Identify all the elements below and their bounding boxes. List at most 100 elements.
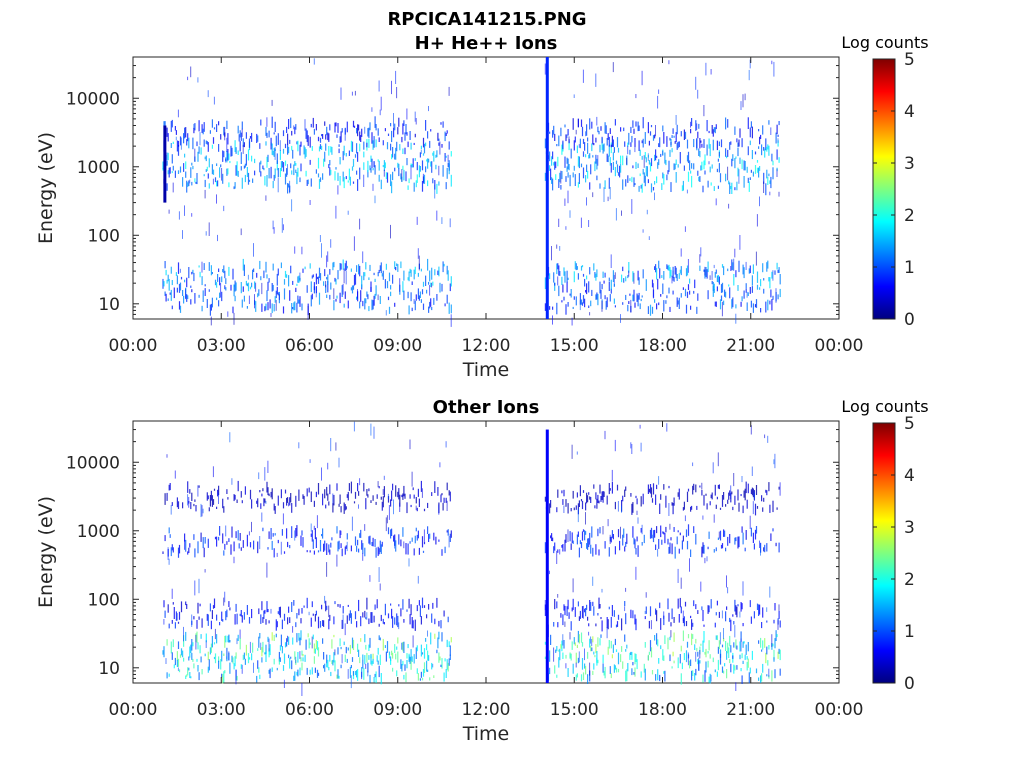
heatmap-cell — [398, 604, 400, 607]
heatmap-cell — [358, 548, 360, 553]
heatmap-cell — [316, 515, 318, 529]
heatmap-cell — [600, 126, 602, 131]
heatmap-cell — [450, 174, 452, 187]
heatmap-cell — [360, 290, 362, 302]
heatmap-cell — [300, 630, 302, 641]
heatmap-cell — [361, 275, 363, 288]
heatmap-cell — [562, 614, 564, 626]
heatmap-cell — [229, 432, 231, 443]
heatmap-cell — [282, 665, 285, 671]
heatmap-cell — [234, 656, 236, 667]
heatmap-cell — [725, 547, 727, 552]
heatmap-cell — [271, 303, 273, 314]
heatmap-cell — [190, 676, 192, 679]
heatmap-cell — [226, 120, 228, 129]
heatmap-cell — [667, 598, 669, 610]
heatmap-cell — [266, 562, 268, 578]
heatmap-cell — [559, 271, 561, 276]
heatmap-cell — [402, 493, 404, 500]
heatmap-cell — [431, 282, 433, 288]
heatmap-cell — [366, 291, 368, 297]
heatmap-cell — [182, 650, 184, 658]
heatmap-cell — [207, 666, 209, 673]
heatmap-cell — [283, 551, 286, 554]
heatmap-cell — [617, 614, 620, 620]
heatmap-cell — [590, 497, 592, 503]
heatmap-cell — [277, 292, 279, 296]
heatmap-cell — [323, 158, 325, 167]
heatmap-cell — [360, 135, 362, 142]
heatmap-cell — [266, 274, 268, 279]
heatmap-cell — [621, 646, 623, 652]
heatmap-cell — [269, 644, 271, 656]
heatmap-cell — [726, 606, 728, 610]
heatmap-cell — [585, 131, 586, 137]
heatmap-cell — [589, 662, 591, 676]
heatmap-cell — [703, 624, 705, 627]
heatmap-cell — [324, 269, 326, 277]
heatmap-cell — [630, 609, 632, 619]
heatmap-cell — [566, 157, 568, 164]
heatmap-cell — [402, 527, 404, 537]
heatmap-cell — [655, 674, 657, 681]
heatmap-cell — [741, 159, 743, 170]
heatmap-cell — [609, 534, 611, 544]
heatmap-cell — [422, 281, 425, 287]
heatmap-cell — [163, 619, 165, 625]
heatmap-cell — [582, 138, 585, 144]
heatmap-cell — [280, 262, 282, 269]
heatmap-cell — [354, 536, 357, 546]
heatmap-cell — [346, 615, 348, 624]
heatmap-cell — [575, 662, 577, 668]
heatmap-cell — [225, 278, 227, 285]
heatmap-cell — [667, 538, 669, 545]
heatmap-cell — [556, 507, 558, 513]
heatmap-cell — [291, 303, 293, 314]
heatmap-cell — [747, 483, 749, 494]
heatmap-cell — [697, 131, 699, 139]
heatmap-cell — [632, 526, 634, 538]
heatmap-cell — [322, 493, 324, 506]
heatmap-cell — [249, 489, 252, 500]
heatmap-cell — [544, 641, 546, 645]
heatmap-cell — [662, 150, 664, 156]
heatmap-cell — [599, 484, 601, 494]
heatmap-cell — [319, 540, 322, 552]
heatmap-cell — [763, 497, 765, 502]
heatmap-cell — [245, 154, 247, 166]
heatmap-cell — [257, 293, 259, 298]
heatmap-cell — [427, 131, 429, 139]
heatmap-cell — [778, 611, 780, 619]
heatmap-cell — [264, 306, 266, 312]
heatmap-cell — [591, 121, 593, 129]
heatmap-cell — [440, 620, 442, 629]
heatmap-cell — [210, 490, 212, 501]
heatmap-cell — [261, 282, 263, 295]
heatmap-cell — [184, 153, 186, 158]
heatmap-cell — [677, 492, 679, 497]
heatmap-cell — [751, 487, 753, 496]
heatmap-cell — [586, 164, 588, 172]
heatmap-cell — [698, 176, 700, 182]
heatmap-cell — [561, 490, 563, 494]
heatmap-cell — [363, 272, 365, 281]
heatmap-cell — [337, 647, 339, 655]
heatmap-cell — [636, 536, 638, 542]
heatmap-cell — [554, 599, 556, 610]
heatmap-cell — [649, 304, 652, 316]
heatmap-cell — [344, 546, 346, 555]
y-tick-label: 1000 — [77, 522, 120, 542]
heatmap-cell — [237, 170, 239, 177]
heatmap-cell — [580, 299, 583, 305]
heatmap-cell — [422, 137, 425, 148]
heatmap-cell — [627, 663, 629, 672]
heatmap-cell — [357, 179, 359, 191]
heatmap-cell — [225, 158, 227, 163]
heatmap-cell — [326, 605, 328, 610]
heatmap-cell — [708, 640, 710, 651]
heatmap-cell — [279, 150, 281, 160]
heatmap-cell — [549, 503, 551, 514]
heatmap-cell — [321, 145, 323, 150]
heatmap-cell — [449, 533, 451, 542]
heatmap-cell — [758, 146, 760, 149]
